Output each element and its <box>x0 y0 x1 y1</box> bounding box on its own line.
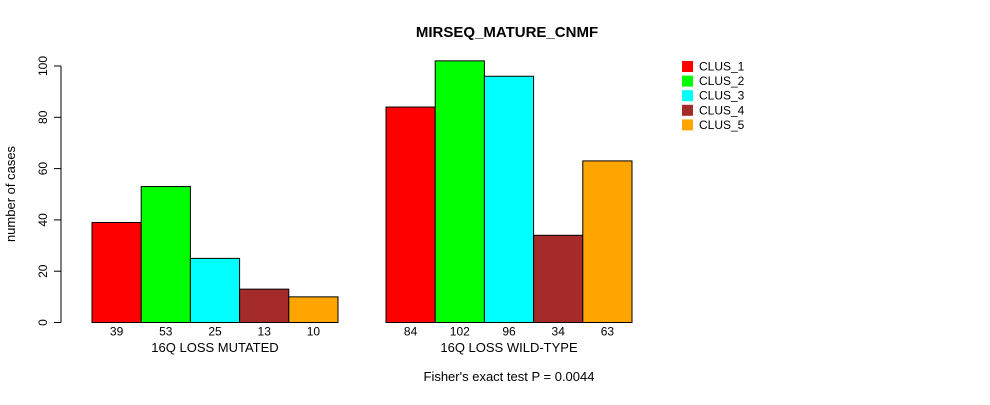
y-axis-label: number of cases <box>3 145 18 242</box>
legend-swatch-clus_5 <box>682 119 693 131</box>
y-tick-label: 60 <box>36 162 50 176</box>
value-label-clus_2-group1: 53 <box>159 325 173 339</box>
bar-clus_4-group2 <box>533 234 584 323</box>
value-label-clus_3-group2: 96 <box>502 325 516 339</box>
group-labels: 16Q LOSS MUTATED 16Q LOSS WILD-TYPE <box>151 340 578 355</box>
footer-annotation: Fisher's exact test P = 0.0044 <box>424 369 595 384</box>
bar-clus_3-group2 <box>483 75 535 324</box>
value-label-clus_5-group2: 63 <box>601 325 615 339</box>
bar-clus_5-group1 <box>288 296 339 324</box>
value-label-clus_5-group1: 10 <box>307 325 321 339</box>
y-axis: 0 20 40 60 80 100 <box>36 56 62 326</box>
legend-swatch-clus_2 <box>682 75 693 87</box>
y-tick-label: 80 <box>36 110 50 124</box>
chart-title: MIRSEQ_MATURE_CNMF <box>416 24 598 41</box>
legend-swatch-clus_3 <box>682 90 693 102</box>
bars-group <box>91 60 633 324</box>
legend-label-clus_2: CLUS_2 <box>699 74 745 88</box>
bar-clus_2-group1 <box>140 186 191 323</box>
y-tick-label: 0 <box>36 319 50 326</box>
legend-label-clus_1: CLUS_1 <box>699 60 745 74</box>
y-tick-label: 100 <box>36 56 50 76</box>
value-label-clus_2-group2: 102 <box>450 325 470 339</box>
group-label-1: 16Q LOSS MUTATED <box>151 340 278 355</box>
legend-swatch-clus_1 <box>682 61 693 72</box>
value-label-clus_1-group1: 39 <box>110 325 124 339</box>
group-label-2: 16Q LOSS WILD-TYPE <box>440 340 578 355</box>
value-label-clus_4-group1: 13 <box>258 325 272 339</box>
legend-swatch-clus_4 <box>682 104 693 116</box>
bar-clus_3-group1 <box>189 257 241 323</box>
bar-clus_1-group2 <box>385 106 436 324</box>
value-label-clus_1-group2: 84 <box>404 325 418 339</box>
value-label-clus_3-group1: 25 <box>208 325 222 339</box>
value-label-clus_4-group2: 34 <box>552 325 566 339</box>
legend-label-clus_3: CLUS_3 <box>699 89 745 103</box>
bar-clus_2-group2 <box>434 60 485 324</box>
legend-label-clus_4: CLUS_4 <box>699 103 745 117</box>
y-tick-label: 40 <box>36 213 50 227</box>
bar-clus_5-group2 <box>582 160 633 323</box>
bar-clus_1-group1 <box>91 221 142 323</box>
legend-label-clus_5: CLUS_5 <box>699 118 745 132</box>
bar-clus_4-group1 <box>239 288 290 323</box>
y-tick-label: 20 <box>36 264 50 278</box>
bar-value-labels: 39 53 25 13 10 84 102 96 34 63 <box>110 325 614 339</box>
